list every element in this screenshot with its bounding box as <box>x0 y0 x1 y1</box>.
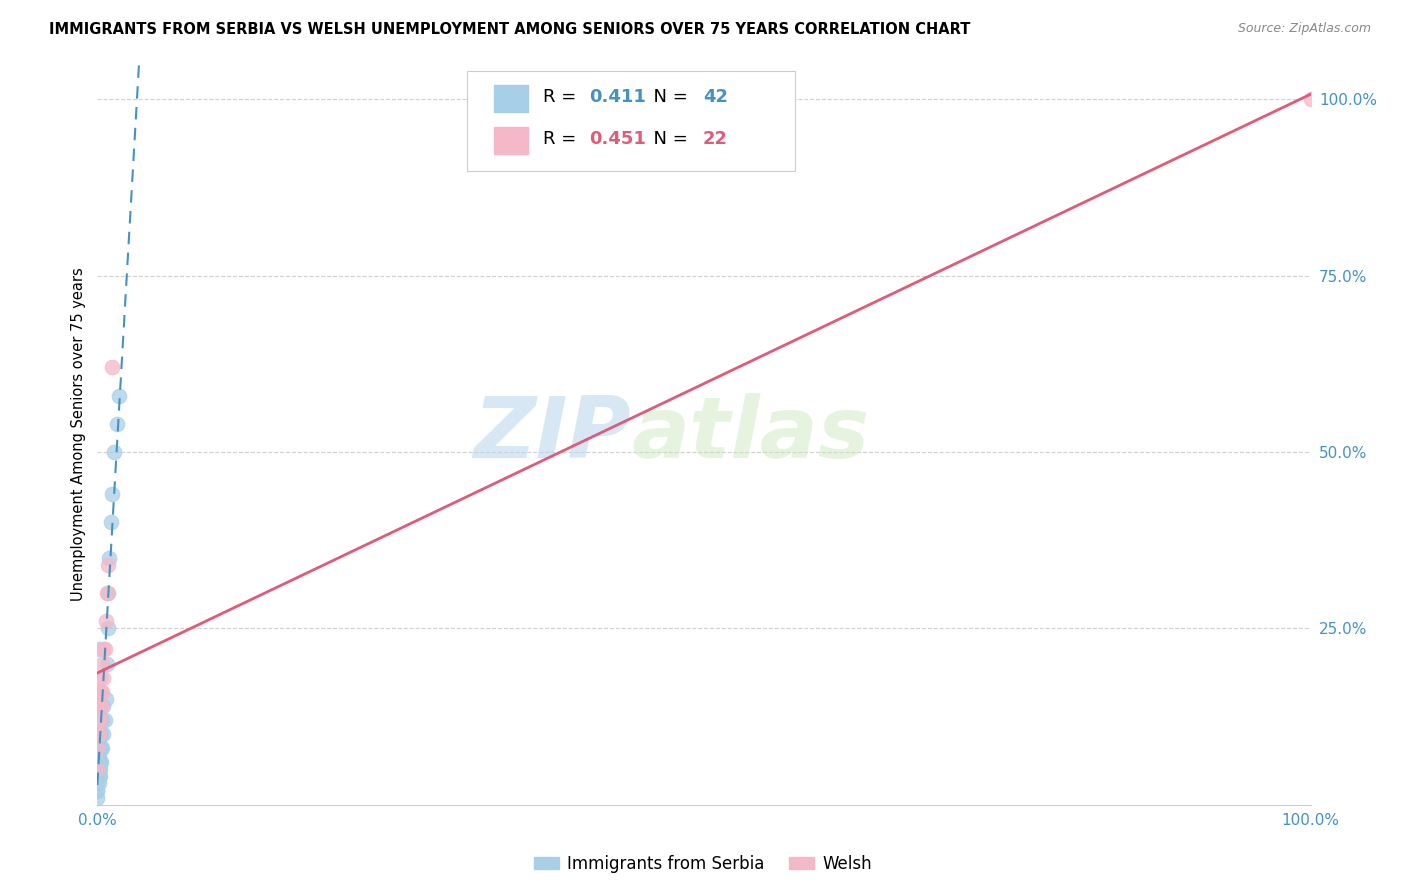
Point <box>87 756 110 770</box>
Point <box>86 756 108 770</box>
Point <box>93 713 115 727</box>
Point <box>89 769 111 783</box>
Point <box>89 713 111 727</box>
Point <box>97 558 120 572</box>
Point <box>86 762 108 776</box>
Text: Source: ZipAtlas.com: Source: ZipAtlas.com <box>1237 22 1371 36</box>
FancyBboxPatch shape <box>494 128 529 154</box>
Point <box>90 756 112 770</box>
Point <box>93 642 115 657</box>
Point <box>93 671 115 685</box>
Point <box>93 642 115 657</box>
Point <box>91 713 114 727</box>
Point <box>94 614 117 628</box>
Text: ZIP: ZIP <box>474 392 631 475</box>
Point <box>89 756 111 770</box>
Point <box>87 713 110 727</box>
Point <box>87 727 110 741</box>
Point <box>101 360 124 375</box>
Point <box>89 741 111 756</box>
Point <box>91 741 114 756</box>
Point <box>103 445 125 459</box>
Point <box>89 671 111 685</box>
Point <box>108 388 131 402</box>
Point <box>98 550 121 565</box>
Text: N =: N = <box>643 87 693 106</box>
Point <box>1299 92 1322 106</box>
Text: N =: N = <box>643 130 693 148</box>
Point <box>87 698 110 713</box>
Point <box>96 657 118 671</box>
Point <box>93 698 115 713</box>
Point <box>94 691 117 706</box>
Point <box>97 621 120 635</box>
Point <box>89 713 111 727</box>
Text: 42: 42 <box>703 87 728 106</box>
Point <box>91 685 114 699</box>
FancyBboxPatch shape <box>467 71 794 171</box>
Text: 0.451: 0.451 <box>589 130 645 148</box>
Point <box>86 769 108 783</box>
Point <box>86 783 108 797</box>
Legend: Immigrants from Serbia, Welsh: Immigrants from Serbia, Welsh <box>527 848 879 880</box>
Text: 0.411: 0.411 <box>589 87 645 106</box>
Point <box>86 783 108 797</box>
Point <box>90 741 112 756</box>
Point <box>89 762 111 776</box>
Point <box>91 657 114 671</box>
Point <box>87 769 110 783</box>
Point <box>87 642 110 657</box>
Point <box>87 698 110 713</box>
Point <box>100 516 122 530</box>
Point <box>86 762 108 776</box>
Point <box>87 727 110 741</box>
Point <box>87 762 110 776</box>
Point <box>86 741 108 756</box>
Point <box>105 417 128 431</box>
Text: atlas: atlas <box>631 392 869 475</box>
Point <box>86 748 108 763</box>
Point <box>97 586 120 600</box>
Point <box>101 487 124 501</box>
Point <box>90 698 112 713</box>
Text: IMMIGRANTS FROM SERBIA VS WELSH UNEMPLOYMENT AMONG SENIORS OVER 75 YEARS CORRELA: IMMIGRANTS FROM SERBIA VS WELSH UNEMPLOY… <box>49 22 970 37</box>
Point <box>86 790 108 805</box>
Point <box>89 698 111 713</box>
Point <box>87 776 110 790</box>
FancyBboxPatch shape <box>494 85 529 112</box>
Text: R =: R = <box>543 130 582 148</box>
Point <box>86 776 108 790</box>
Point <box>87 734 110 748</box>
Point <box>89 685 111 699</box>
Point <box>87 748 110 763</box>
Point <box>87 685 110 699</box>
Y-axis label: Unemployment Among Seniors over 75 years: Unemployment Among Seniors over 75 years <box>72 268 86 601</box>
Text: 22: 22 <box>703 130 728 148</box>
Text: R =: R = <box>543 87 582 106</box>
Point <box>90 727 112 741</box>
Point <box>86 727 108 741</box>
Point <box>96 586 118 600</box>
Point <box>93 727 115 741</box>
Point <box>87 741 110 756</box>
Point <box>90 685 112 699</box>
